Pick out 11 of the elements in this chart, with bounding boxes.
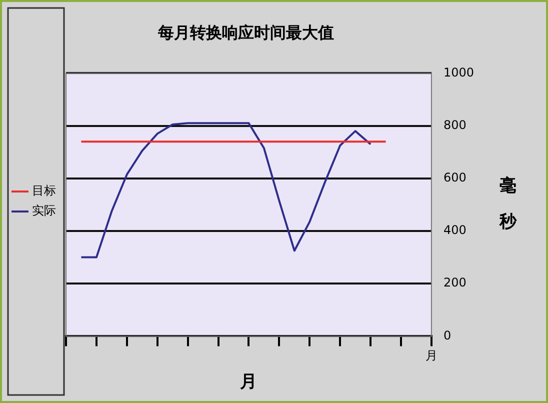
- y-tick-label: 600: [443, 170, 466, 185]
- y-tick-label: 0: [443, 328, 452, 342]
- y-tick-label: 1000: [443, 65, 474, 80]
- y-tick-label: 400: [443, 223, 466, 238]
- x-axis-title: 月: [239, 372, 258, 392]
- y-axis-title: 毫秒: [498, 175, 518, 232]
- y-tick-label: 200: [443, 276, 466, 290]
- legend-label: 实际: [32, 204, 56, 218]
- legend-label: 目标: [32, 184, 56, 198]
- y-tick-label: 800: [443, 118, 466, 132]
- chart-title: 每月转换响应时间最大值: [157, 22, 334, 42]
